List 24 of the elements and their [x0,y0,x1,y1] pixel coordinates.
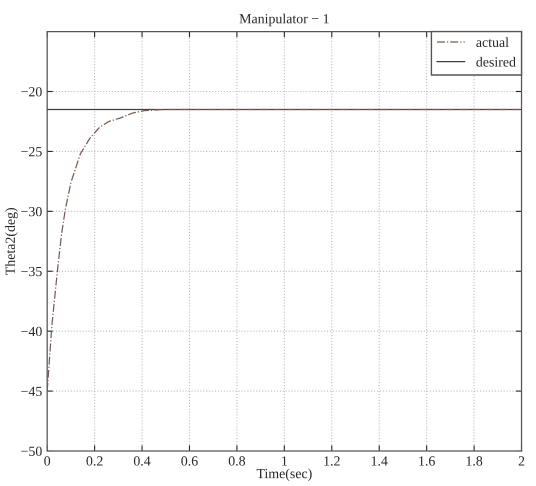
x-tick-label: 0.6 [181,456,198,466]
y-tick-label: −30 [21,206,42,216]
legend-label: desired [476,56,516,67]
x-tick-label: 2 [518,456,524,466]
y-axis-title: Theta2(deg) [5,208,18,275]
y-tick-label: −20 [21,87,42,96]
y-tick-label: −40 [21,326,42,336]
x-tick-label: 1 [282,456,287,466]
x-tick-label: 1.2 [324,456,340,466]
chart-title: Manipulator − 1 [240,14,329,26]
x-tick-label: 0.4 [134,456,151,466]
line-series [47,108,522,392]
x-tick-label: 0 [44,456,50,466]
x-tick-label: 1.4 [372,456,388,466]
x-tick-label: 0.8 [228,456,246,466]
legend-label: actual [476,37,509,48]
y-tick-label: −50 [21,446,42,456]
x-tick-label: 1.6 [419,456,435,466]
x-tick-label: 0.2 [86,456,103,466]
x-tick-label: 1.8 [466,456,482,466]
y-tick-label: −45 [21,386,42,396]
y-tick-label: −25 [21,147,42,156]
y-tick-label: −35 [21,266,42,276]
x-axis-title: Time(sec) [256,468,312,482]
